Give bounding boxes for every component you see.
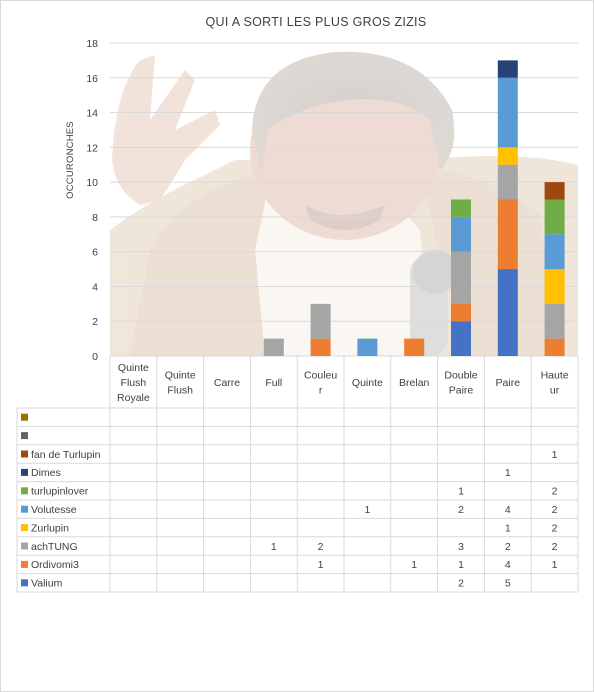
legend-key [21, 487, 28, 495]
bar-segment [544, 199, 565, 235]
legend-key [21, 524, 28, 532]
bar-segment [544, 182, 565, 200]
category-label: Full [265, 377, 282, 389]
data-label: 2 [552, 486, 558, 498]
bar-segment [544, 338, 565, 356]
y-tick-label: 16 [86, 73, 98, 85]
data-label: 4 [505, 559, 511, 571]
category-label: Quinte Flush [165, 370, 196, 397]
legend-key [21, 413, 28, 421]
legend-key [21, 542, 28, 550]
legend-label: Ordivomi3 [31, 559, 79, 571]
data-label: 1 [552, 559, 558, 571]
bar-segment [263, 338, 284, 356]
legend-key [21, 432, 28, 440]
bars [263, 60, 565, 356]
y-tick-label: 12 [86, 142, 98, 154]
bar-segment [357, 338, 378, 356]
data-label: 2 [552, 541, 558, 553]
y-tick-label: 18 [86, 38, 98, 50]
y-axis: 0 2 4 6 8 10 12 14 16 18 [86, 38, 98, 363]
legend-key [21, 450, 28, 458]
legend-label: Dimes [31, 467, 61, 479]
legend-key [21, 468, 28, 476]
y-tick-label: 8 [92, 212, 98, 224]
category-label: Couleu r [304, 370, 337, 397]
bar-segment [497, 77, 518, 148]
data-table: Quinte Flush Royale Quinte Flush Carre Full Cou… [16, 356, 579, 593]
category-label: Double Paire [444, 370, 477, 397]
bar-segment [544, 303, 565, 339]
y-tick-label: 2 [92, 316, 98, 328]
data-label: 5 [505, 578, 511, 590]
legend-label: Volutesse [31, 504, 77, 516]
legend-label: Valium [31, 578, 63, 590]
data-label: 2 [458, 504, 464, 516]
data-label: 1 [411, 559, 417, 571]
data-label: 1 [505, 522, 511, 534]
bar-segment [451, 321, 471, 356]
category-label: Haute ur [541, 370, 569, 397]
bar-segment [451, 251, 471, 304]
y-tick-label: 6 [92, 247, 98, 259]
data-label: 1 [458, 559, 464, 571]
bar-segment [497, 164, 518, 200]
bar-segment [310, 303, 331, 339]
y-tick-label: 14 [86, 108, 98, 120]
bar-segment [544, 269, 565, 304]
bar-segment [544, 234, 565, 270]
chart-title: QUI A SORTI LES PLUS GROS ZIZIS [206, 15, 427, 29]
legend-key [21, 560, 28, 568]
data-label: 2 [552, 504, 558, 516]
category-label: Quinte [352, 377, 383, 389]
y-axis-label: OCCURONCHES [65, 121, 76, 199]
bar-segment [497, 269, 518, 356]
data-label: 1 [364, 504, 370, 516]
data-label: 4 [505, 504, 511, 516]
legend-label: fan de Turlupin [31, 449, 101, 461]
bar-segment [497, 147, 518, 165]
legend-label: turlupinlover [31, 486, 89, 498]
data-label: 1 [458, 486, 464, 498]
bar-segment [451, 199, 471, 217]
y-tick-label: 10 [86, 177, 98, 189]
legend-label: Zurlupin [31, 522, 69, 534]
data-label: 2 [318, 541, 324, 553]
category-label: Carre [214, 377, 240, 389]
legend-key [21, 579, 28, 587]
data-label: 3 [458, 541, 464, 553]
data-label: 1 [505, 467, 511, 479]
data-label: 1 [271, 541, 277, 553]
data-label: 1 [318, 559, 324, 571]
bar-segment [451, 303, 471, 322]
y-tick-label: 0 [92, 351, 98, 363]
bar-segment [497, 199, 518, 270]
category-label: Quinte Flush Royale [117, 362, 150, 404]
bar-segment [497, 60, 518, 78]
y-tick-label: 4 [92, 281, 98, 293]
data-label: 2 [458, 578, 464, 590]
data-label: 2 [552, 522, 558, 534]
legend-key [21, 505, 28, 513]
category-label: Brelan [399, 377, 430, 389]
data-label: 1 [552, 449, 558, 461]
data-label: 2 [505, 541, 511, 553]
bar-segment [451, 216, 471, 252]
bar-segment [310, 338, 331, 356]
category-label: Paire [496, 377, 521, 389]
bar-segment [404, 338, 425, 356]
legend-label: achTUNG [31, 541, 78, 553]
